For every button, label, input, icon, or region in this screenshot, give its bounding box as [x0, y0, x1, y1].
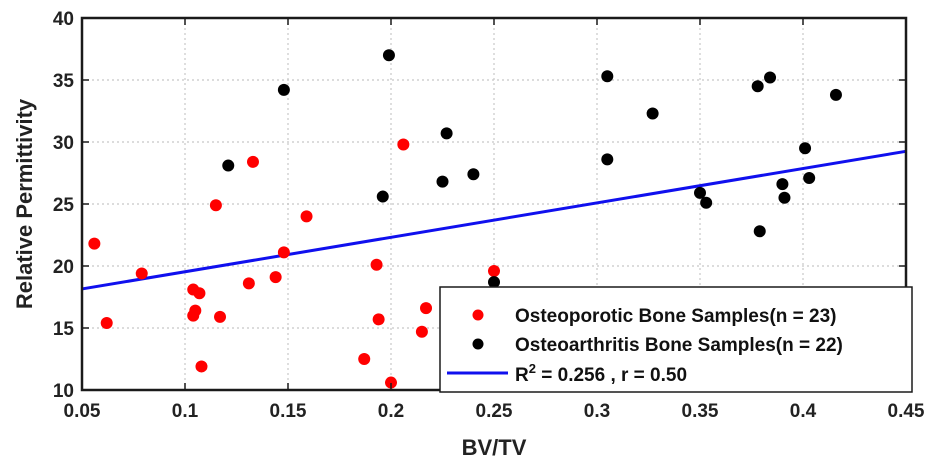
series-osteoporotic — [88, 138, 500, 389]
data-point — [601, 70, 614, 83]
data-point — [420, 302, 433, 315]
legend-label-osteoarthritis: Osteoarthritis Bone Samples(n = 22) — [515, 335, 843, 356]
x-tick-label: 0.45 — [888, 401, 925, 422]
legend: Osteoporotic Bone Samples(n = 23) Osteoa… — [439, 286, 913, 393]
data-point — [440, 127, 453, 140]
data-point — [372, 313, 385, 326]
data-point — [300, 210, 313, 223]
y-tick-label: 40 — [53, 9, 74, 30]
data-point — [277, 83, 290, 96]
data-point — [370, 258, 383, 271]
fit-line-layer — [81, 149, 907, 291]
legend-fit-superscript: 2 — [529, 361, 536, 376]
data-point — [209, 199, 222, 212]
x-tick-label: 0.05 — [64, 401, 101, 422]
data-point — [776, 178, 789, 191]
legend-box — [439, 286, 913, 393]
y-tick-label: 30 — [53, 133, 74, 154]
regression-fit-line — [81, 149, 907, 291]
legend-fit-suffix: = 0.256 , r = 0.50 — [536, 365, 687, 386]
data-point — [189, 304, 202, 317]
y-tick-label: 25 — [53, 195, 75, 216]
data-point — [193, 287, 206, 300]
data-point — [195, 360, 208, 373]
data-point — [829, 88, 842, 101]
x-tick-label: 0.35 — [682, 401, 719, 422]
x-tick-label: 0.15 — [270, 401, 307, 422]
y-tick-label: 15 — [53, 319, 75, 340]
data-point — [397, 138, 410, 151]
x-tick-label: 0.1 — [172, 401, 199, 422]
data-points — [88, 49, 842, 389]
legend-label-fit: R2 = 0.256 , r = 0.50 — [515, 361, 687, 386]
data-point — [246, 155, 259, 168]
x-tick-label: 0.4 — [790, 401, 817, 422]
data-point — [751, 80, 764, 93]
y-axis-label: Relative Permittivity — [12, 98, 37, 309]
data-point — [700, 196, 713, 209]
data-point — [764, 71, 777, 84]
data-point — [214, 310, 227, 323]
data-point — [269, 271, 282, 284]
x-tick-label: 0.2 — [378, 401, 404, 422]
data-point — [799, 142, 812, 155]
data-point — [753, 225, 766, 238]
y-tick-label: 10 — [53, 381, 74, 402]
data-point — [222, 159, 235, 172]
y-tick-label: 35 — [53, 71, 75, 92]
data-point — [100, 317, 113, 330]
legend-label-osteoporotic: Osteoporotic Bone Samples(n = 23) — [515, 306, 837, 327]
legend-marker-osteoporotic — [472, 309, 484, 321]
data-point — [376, 190, 389, 203]
y-tick-label: 20 — [53, 257, 74, 278]
legend-fit-prefix: R — [515, 365, 529, 386]
data-point — [778, 191, 791, 204]
data-point — [436, 175, 449, 188]
data-point — [803, 171, 816, 184]
x-tick-label: 0.3 — [584, 401, 610, 422]
legend-marker-osteoarthritis — [472, 338, 484, 350]
data-point — [382, 49, 395, 62]
data-point — [385, 376, 397, 389]
data-point — [242, 277, 255, 290]
data-point — [646, 107, 659, 120]
data-point — [488, 276, 500, 289]
data-point — [415, 325, 428, 338]
data-point — [277, 246, 290, 259]
x-tick-label: 0.25 — [476, 401, 513, 422]
data-point — [88, 237, 101, 250]
data-point — [358, 353, 371, 365]
x-axis-label: BV/TV — [462, 435, 527, 460]
data-point — [135, 267, 148, 280]
data-point — [467, 168, 480, 181]
axis-ticks: 0.05 0.1 0.15 0.2 0.25 0.3 0.35 0.4 0.45 10 15 20 25… — [53, 9, 925, 422]
data-point — [488, 264, 500, 277]
data-point — [694, 186, 706, 199]
data-point — [601, 153, 614, 166]
